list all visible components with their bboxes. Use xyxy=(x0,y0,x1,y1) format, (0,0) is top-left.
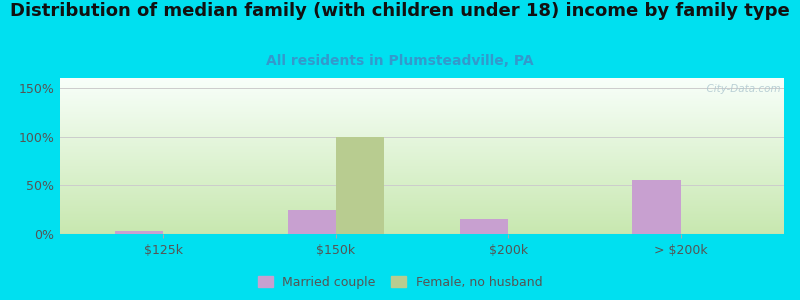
Legend: Married couple, Female, no husband: Married couple, Female, no husband xyxy=(253,271,547,294)
Text: Distribution of median family (with children under 18) income by family type: Distribution of median family (with chil… xyxy=(10,2,790,20)
Bar xyxy=(115,231,163,234)
Text: All residents in Plumsteadville, PA: All residents in Plumsteadville, PA xyxy=(266,54,534,68)
Bar xyxy=(336,137,384,234)
Bar xyxy=(460,219,508,234)
Bar xyxy=(632,180,681,234)
Text: City-Data.com: City-Data.com xyxy=(700,84,780,94)
Bar xyxy=(287,210,336,234)
